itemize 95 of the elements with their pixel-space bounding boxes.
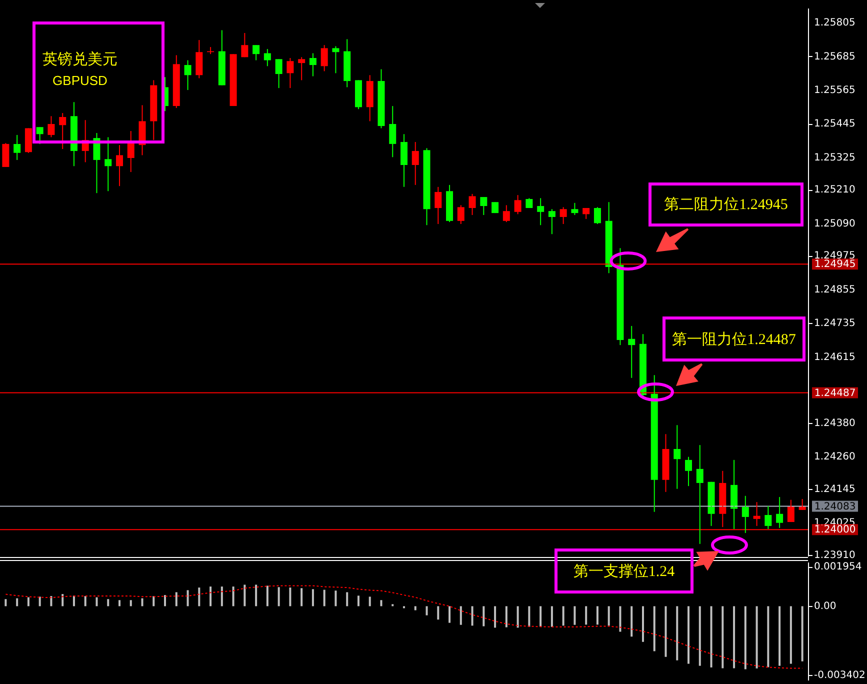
bar xyxy=(698,606,701,666)
bar xyxy=(220,586,223,606)
annotation: 第一阻力位1.24487 xyxy=(671,330,797,350)
bar xyxy=(426,606,428,616)
bar xyxy=(733,606,736,668)
bar xyxy=(255,584,258,606)
bar xyxy=(744,606,746,670)
y-tick-label: 1.24260 xyxy=(814,452,856,463)
bar xyxy=(664,606,667,657)
bar xyxy=(164,595,166,606)
bar xyxy=(4,599,7,606)
bar xyxy=(448,606,451,623)
bar xyxy=(380,600,382,606)
bar xyxy=(16,598,18,606)
bar xyxy=(198,588,200,606)
line-series xyxy=(5,585,803,669)
y-tick-label: 1.24615 xyxy=(814,352,856,363)
bar xyxy=(608,606,610,626)
y-tick-label: 1.24145 xyxy=(814,484,856,495)
bar xyxy=(244,584,246,606)
bar xyxy=(630,606,633,637)
text: GBPUSD xyxy=(52,72,108,90)
ref-line-label: 1.24945 xyxy=(814,259,856,270)
y-tick-label: 1.25685 xyxy=(814,51,856,62)
ref-line-label: 1.24487 xyxy=(814,388,856,399)
bar xyxy=(585,606,588,625)
bar xyxy=(619,606,622,632)
bar xyxy=(289,588,292,606)
bar xyxy=(107,599,110,606)
bar xyxy=(756,606,758,668)
annotation: 第一支撑位1.24 xyxy=(572,562,676,582)
bar xyxy=(437,606,440,620)
bar xyxy=(96,597,98,606)
bar xyxy=(232,586,234,606)
y-tick-label: 1.25565 xyxy=(814,85,856,96)
text: 英镑兑美元 xyxy=(42,48,118,70)
y-tick-label: 1.23910 xyxy=(814,550,856,561)
bar xyxy=(540,606,542,627)
y-tick-label: 1.25210 xyxy=(814,184,856,196)
bar xyxy=(141,598,144,606)
annotation: 第二阻力位1.24945 xyxy=(663,196,789,215)
bar xyxy=(414,606,416,610)
bar xyxy=(357,596,360,606)
bar xyxy=(722,606,724,668)
y-tick-label: 1.25325 xyxy=(814,152,856,164)
bar xyxy=(312,589,314,606)
bar xyxy=(676,606,678,660)
bar xyxy=(550,606,553,627)
y-tick-label: 0.001954 xyxy=(814,562,862,573)
bar xyxy=(505,606,508,628)
bar xyxy=(62,594,64,606)
bar xyxy=(210,586,212,606)
y-tick-label: 1.25090 xyxy=(814,218,856,230)
bar xyxy=(27,597,30,606)
y-tick-label: -0.003402 xyxy=(814,670,866,682)
y-tick-label: 1.25445 xyxy=(814,118,856,130)
bar xyxy=(72,596,75,606)
bar xyxy=(801,606,804,662)
bar xyxy=(278,587,280,606)
y-tick-label: 1.25805 xyxy=(814,18,856,29)
bar xyxy=(38,596,41,606)
bar xyxy=(516,606,519,628)
bar xyxy=(767,606,770,668)
bar xyxy=(653,606,656,652)
bar xyxy=(130,600,132,606)
y-tick-label: 1.24855 xyxy=(814,284,856,296)
bar xyxy=(778,606,781,666)
bar xyxy=(346,592,348,606)
ref-line-label: 1.24083 xyxy=(814,501,856,512)
y-tick-label: 0.00 xyxy=(814,601,836,612)
bar xyxy=(323,590,326,606)
bar xyxy=(790,606,792,664)
bar xyxy=(642,606,644,642)
bar xyxy=(471,606,474,626)
bar xyxy=(596,606,598,625)
y-tick-label: 1.24735 xyxy=(814,318,856,330)
bar xyxy=(482,606,485,626)
bar xyxy=(300,588,303,606)
bar xyxy=(266,586,268,606)
bar xyxy=(494,606,496,628)
bar xyxy=(186,590,189,606)
bar xyxy=(152,596,155,606)
bar xyxy=(562,606,564,626)
bar xyxy=(175,592,178,606)
bar xyxy=(334,590,337,606)
bar xyxy=(710,606,712,668)
bar xyxy=(50,596,52,606)
bar xyxy=(460,606,462,625)
bar xyxy=(528,606,530,627)
bar xyxy=(574,606,576,625)
bar xyxy=(688,606,690,664)
bar xyxy=(84,596,86,606)
y-tick-label: 1.24380 xyxy=(814,418,856,429)
bar xyxy=(118,600,120,606)
bar xyxy=(368,596,371,606)
